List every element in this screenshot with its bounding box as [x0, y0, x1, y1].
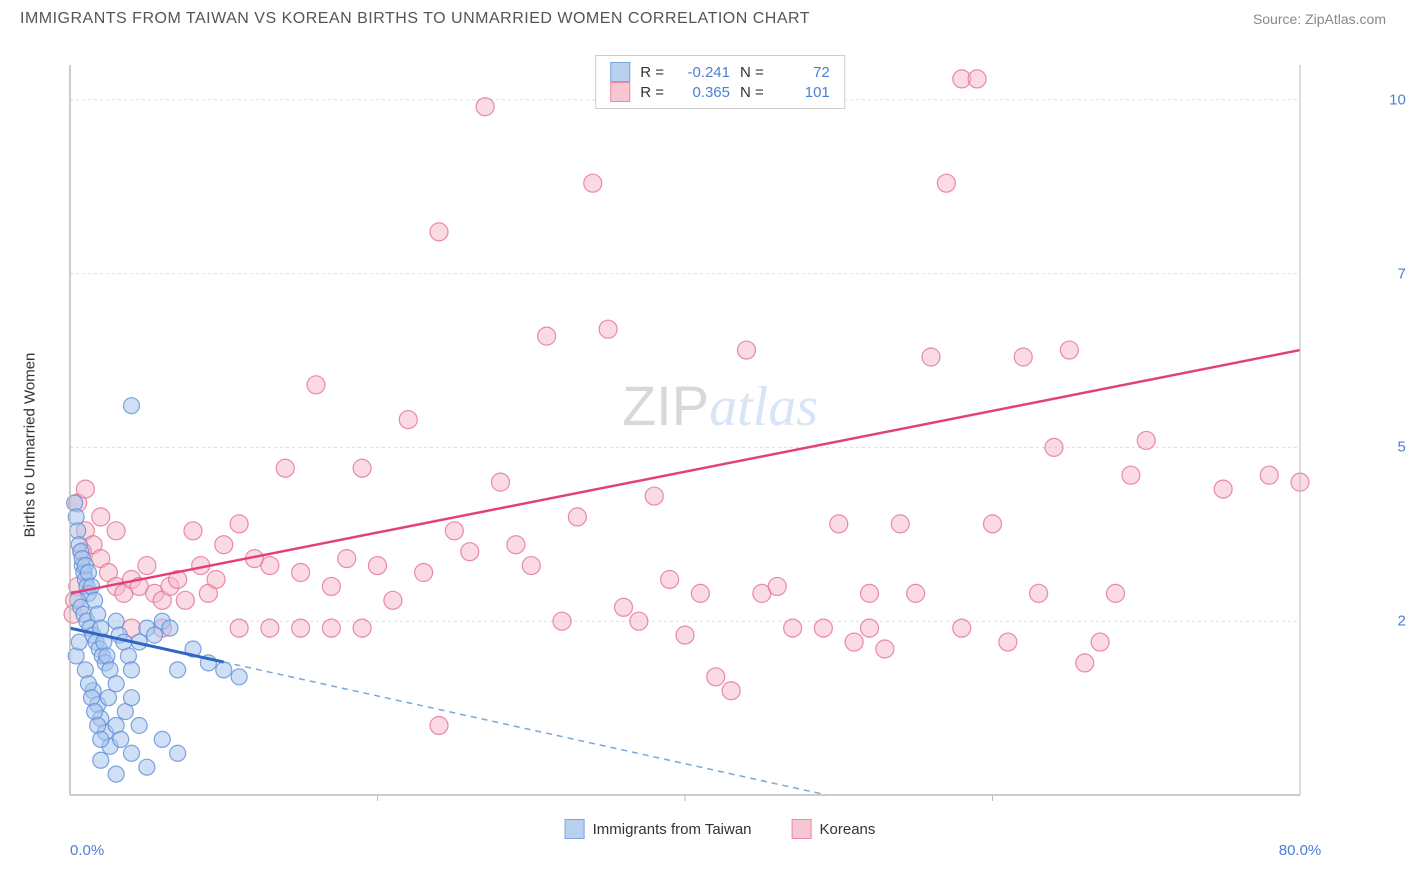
y-tick-label: 100.0%	[1389, 91, 1406, 108]
swatch-taiwan-icon	[565, 819, 585, 839]
legend-stats-row-taiwan: R = -0.241 N = 72	[610, 62, 830, 82]
swatch-koreans-icon	[792, 819, 812, 839]
legend-series: Immigrants from Taiwan Koreans	[565, 819, 876, 839]
swatch-taiwan-icon	[610, 62, 630, 82]
n-value-taiwan: 72	[774, 64, 830, 81]
r-label: R =	[640, 64, 664, 81]
source-attribution: Source: ZipAtlas.com	[1253, 11, 1386, 27]
n-value-koreans: 101	[774, 84, 830, 101]
chart-container: Births to Unmarried Women ZIPatlas R = -…	[60, 55, 1380, 835]
r-value-taiwan: -0.241	[674, 64, 730, 81]
legend-stats-row-koreans: R = 0.365 N = 101	[610, 82, 830, 102]
legend-label-koreans: Koreans	[820, 821, 876, 838]
chart-title: IMMIGRANTS FROM TAIWAN VS KOREAN BIRTHS …	[20, 10, 810, 28]
swatch-koreans-icon	[610, 82, 630, 102]
n-label: N =	[740, 64, 764, 81]
r-label: R =	[640, 84, 664, 101]
legend-stats: R = -0.241 N = 72 R = 0.365 N = 101	[595, 55, 845, 109]
n-label: N =	[740, 84, 764, 101]
y-axis-label: Births to Unmarried Women	[22, 353, 39, 538]
y-tick-label: 75.0%	[1397, 265, 1406, 282]
legend-label-taiwan: Immigrants from Taiwan	[593, 821, 752, 838]
legend-item-koreans: Koreans	[792, 819, 876, 839]
y-tick-label: 50.0%	[1397, 439, 1406, 456]
x-tick-label: 0.0%	[70, 842, 104, 859]
y-tick-label: 25.0%	[1397, 613, 1406, 630]
x-tick-label: 80.0%	[1279, 842, 1322, 859]
scatter-plot	[60, 55, 1380, 835]
legend-item-taiwan: Immigrants from Taiwan	[565, 819, 752, 839]
r-value-koreans: 0.365	[674, 84, 730, 101]
